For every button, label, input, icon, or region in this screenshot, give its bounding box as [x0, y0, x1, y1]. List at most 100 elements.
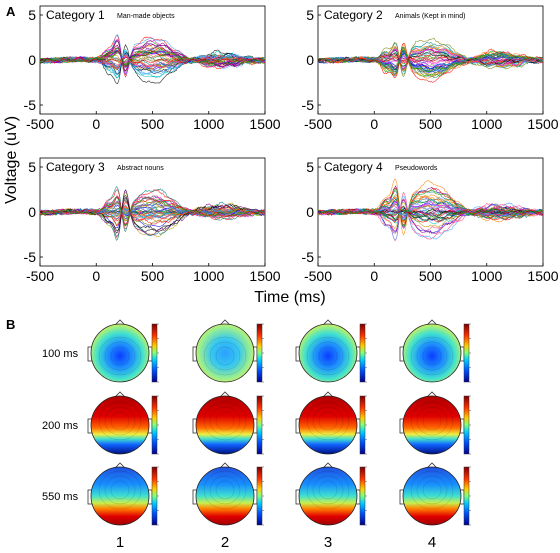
nose — [426, 319, 438, 326]
scalp-map — [402, 395, 462, 455]
topomap — [399, 391, 471, 455]
contour-line — [422, 480, 442, 500]
x-tick-label: 0 — [370, 116, 378, 132]
nose — [219, 462, 231, 469]
topomap — [192, 391, 264, 455]
y-tick-label: -5 — [24, 97, 37, 113]
nose — [426, 391, 438, 398]
contour-line — [110, 480, 130, 500]
x-tick-label: 1500 — [249, 116, 280, 132]
contour-line — [98, 336, 142, 376]
topomap — [192, 462, 264, 526]
channel-trace — [39, 50, 266, 65]
colorbar — [256, 323, 263, 383]
colorbar — [359, 395, 366, 455]
category-title: Category 4 — [324, 160, 383, 174]
contour-line — [110, 346, 130, 366]
contour-line — [410, 336, 454, 376]
erp-panel-3: -500 0 500 1000 1500 5 0 -5 Category 3 Abstract n… — [24, 157, 281, 284]
contour-line — [104, 406, 136, 436]
contour-line — [306, 470, 350, 510]
colorbar — [256, 466, 263, 526]
x-tick-label: 1000 — [193, 268, 224, 284]
y-axis-label: Voltage (uV) — [3, 116, 20, 204]
panel-label-b: B — [6, 317, 15, 332]
contour-line — [104, 341, 136, 371]
y-tick-label: -5 — [302, 97, 315, 113]
nose — [219, 391, 231, 398]
colorbar — [463, 466, 470, 526]
contour-line — [410, 401, 454, 441]
nose — [322, 319, 334, 326]
contour-line — [209, 406, 241, 436]
contour-line — [110, 411, 130, 431]
channel-trace — [39, 196, 266, 227]
topomap — [295, 319, 367, 383]
contour-line — [416, 406, 448, 436]
contour-line — [203, 401, 247, 441]
scalp-map — [90, 323, 150, 383]
colorbar — [151, 466, 158, 526]
colorbar — [256, 395, 263, 455]
topomap — [192, 319, 264, 383]
contour-line — [209, 341, 241, 371]
erp-panel-4: -500 0 500 1000 1500 5 0 -5 Category 4 Pseudoword… — [302, 157, 559, 284]
contour-line — [422, 346, 442, 366]
channel-trace — [317, 49, 544, 73]
colorbar — [463, 323, 470, 383]
category-column-label: 2 — [221, 534, 229, 551]
colorbar — [359, 323, 366, 383]
colorbar — [359, 466, 366, 526]
nose — [322, 462, 334, 469]
time-row-label: 200 ms — [42, 420, 79, 432]
channel-trace — [317, 53, 544, 64]
scalp-map — [402, 466, 462, 526]
time-row-label: 550 ms — [42, 491, 79, 503]
channel-trace — [317, 208, 544, 217]
y-tick-label: 5 — [306, 7, 314, 23]
contour-line — [98, 470, 142, 510]
contour-line — [312, 341, 344, 371]
channel-trace — [39, 196, 266, 225]
scalp-map — [195, 395, 255, 455]
x-tick-label: 500 — [419, 116, 443, 132]
scalp-map — [90, 466, 150, 526]
x-tick-label: 1000 — [471, 116, 502, 132]
time-row-label: 100 ms — [42, 348, 79, 360]
y-tick-label: 0 — [28, 52, 36, 68]
nose — [114, 462, 126, 469]
channel-trace — [317, 51, 544, 67]
category-column-label: 1 — [116, 534, 124, 551]
scalp-map — [298, 395, 358, 455]
channel-trace — [39, 189, 265, 238]
nose — [219, 319, 231, 326]
y-tick-label: -5 — [24, 249, 37, 265]
category-title: Category 1 — [46, 8, 105, 22]
contour-line — [318, 411, 338, 431]
channel-trace — [39, 199, 266, 222]
contour-line — [416, 475, 448, 505]
x-tick-label: 1500 — [249, 268, 280, 284]
y-tick-label: 5 — [306, 159, 314, 175]
channel-trace — [39, 56, 266, 65]
nose — [114, 391, 126, 398]
category-subtitle: Animals (Kept in mind) — [395, 13, 465, 20]
y-tick-label: 5 — [28, 7, 36, 23]
erp-panel-1: -500 0 500 1000 1500 5 0 -5 Category 1 Man-made o… — [24, 5, 281, 132]
category-column-label: 4 — [428, 534, 436, 551]
contour-line — [203, 336, 247, 376]
contour-line — [98, 401, 142, 441]
x-tick-label: 1500 — [527, 268, 558, 284]
x-tick-label: 1000 — [471, 268, 502, 284]
panel-label-a: A — [6, 4, 16, 19]
scalp-map — [402, 323, 462, 383]
contour-line — [209, 475, 241, 505]
scalp-map — [90, 395, 150, 455]
contour-line — [215, 480, 235, 500]
scalp-map — [195, 466, 255, 526]
channel-trace — [317, 56, 544, 64]
y-tick-label: 5 — [28, 159, 36, 175]
x-tick-label: 500 — [419, 268, 443, 284]
